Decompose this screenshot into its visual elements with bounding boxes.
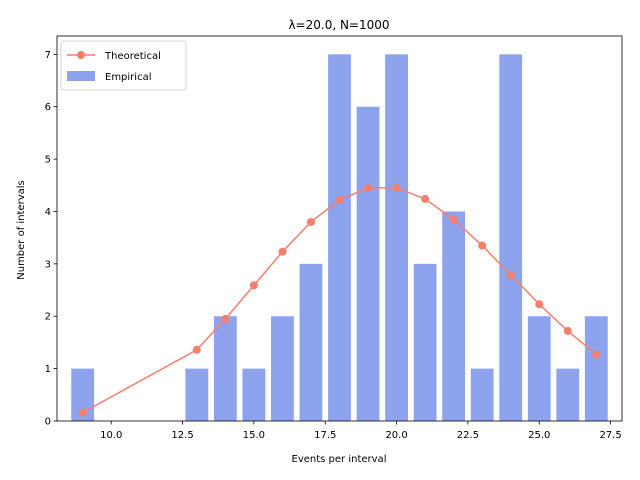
x-tick-label: 12.5: [171, 430, 193, 441]
x-axis-label: Events per interval: [292, 454, 387, 465]
theoretical-point-23: [478, 241, 487, 250]
theoretical-point-21: [421, 194, 430, 203]
theoretical-point-25: [535, 300, 544, 309]
theoretical-point-22: [449, 215, 458, 224]
y-tick-label: 5: [45, 155, 51, 166]
theoretical-point-19: [364, 183, 373, 192]
x-tick-label: 20.0: [385, 430, 407, 441]
bar-18: [328, 54, 351, 421]
bar-15: [242, 368, 266, 421]
bar-26: [556, 368, 580, 421]
y-tick-label: 0: [45, 417, 51, 428]
theoretical-point-14: [221, 314, 230, 323]
bar-21: [413, 263, 437, 421]
theoretical-point-16: [278, 247, 287, 256]
bar-24: [499, 54, 523, 421]
bar-23: [470, 368, 494, 421]
theoretical-point-27: [592, 350, 601, 359]
theoretical-point-20: [392, 183, 401, 192]
y-tick-label: 3: [45, 259, 51, 270]
y-axis-label: Number of intervals: [16, 180, 27, 280]
x-tick-label: 25.0: [528, 430, 550, 441]
y-tick-label: 6: [45, 102, 51, 113]
bar-25: [527, 316, 551, 421]
theoretical-point-13: [192, 345, 201, 354]
legend-label-empirical: Empirical: [105, 72, 151, 83]
y-tick-label: 4: [45, 207, 51, 218]
legend: Theoretical Empirical: [60, 40, 187, 91]
bar-27: [584, 316, 608, 421]
bar-14: [213, 316, 237, 421]
x-tick-label: 15.0: [243, 430, 265, 441]
x-tick-label: 27.5: [599, 430, 621, 441]
theoretical-point-26: [563, 326, 572, 335]
theoretical-line: [82, 187, 597, 414]
theoretical-point-18: [335, 195, 344, 204]
y-tick-label: 7: [45, 50, 51, 61]
y-tick-label: 1: [45, 364, 51, 375]
bar-20: [385, 54, 408, 421]
bar-22: [442, 211, 466, 421]
x-tick-label: 22.5: [457, 430, 479, 441]
legend-line-marker: [77, 51, 85, 59]
plot-area: [71, 54, 608, 421]
bar-17: [299, 263, 323, 421]
bar-13: [185, 368, 209, 421]
legend-bar-swatch: [67, 71, 95, 81]
axes: 10.0 12.5 15.0 17.5 20.0 22.5 25.0 27.5 0 1 2 3 4 5 6 7: [45, 35, 623, 441]
theoretical-point-17: [306, 217, 315, 226]
bar-9: [71, 368, 95, 421]
axes-frame: [56, 35, 623, 422]
theoretical-point-15: [249, 281, 258, 290]
theoretical-point-9: [78, 408, 87, 417]
x-tick-label: 17.5: [314, 430, 336, 441]
y-tick-label: 2: [45, 312, 51, 323]
bar-16: [271, 316, 294, 421]
chart-title: λ=20.0, N=1000: [288, 18, 389, 32]
theoretical-point-24: [506, 270, 515, 279]
bar-19: [356, 106, 380, 421]
legend-label-theoretical: Theoretical: [104, 51, 161, 62]
x-tick-label: 10.0: [100, 430, 122, 441]
